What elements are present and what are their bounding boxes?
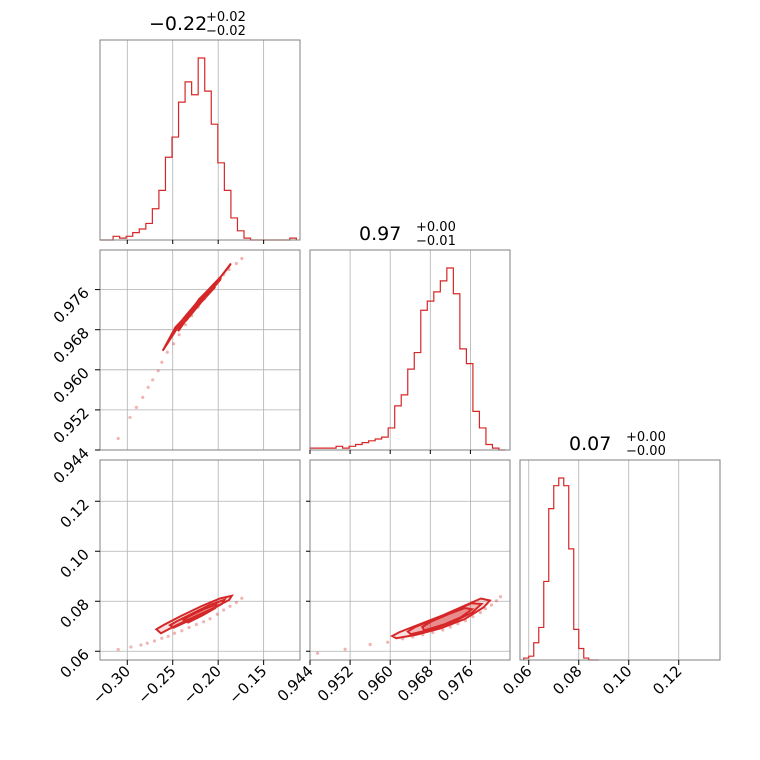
- x-tick-label: 0.12: [649, 662, 685, 698]
- axes-frame: [99, 249, 301, 451]
- sample-point: [202, 620, 206, 624]
- parameter-title-2: 0.07: [569, 433, 611, 455]
- sample-point: [240, 256, 244, 261]
- y-tick-label: 0.976: [50, 284, 93, 327]
- y-tick-label: 0.944: [50, 444, 93, 487]
- sample-point: [494, 599, 499, 603]
- histogram-step-line: [523, 477, 599, 661]
- title-upper-error-2: +0.00: [626, 430, 666, 445]
- y-tick-label: 0.10: [56, 545, 92, 581]
- sample-point: [498, 595, 503, 599]
- sample-point: [234, 600, 238, 605]
- sample-point: [441, 628, 445, 632]
- density-contour: [181, 602, 218, 624]
- sample-point: [151, 378, 155, 382]
- histogram-step-line: [309, 267, 506, 451]
- x-tick-label: 0.960: [354, 662, 397, 705]
- x-tick-label: 0.968: [394, 662, 437, 705]
- histogram-panel-0: [99, 39, 301, 241]
- sample-point: [222, 608, 226, 612]
- sample-point: [208, 617, 212, 621]
- sample-point: [483, 607, 488, 611]
- sample-point: [146, 385, 150, 389]
- title-lower-error-0: −0.02: [206, 24, 246, 39]
- sample-point: [172, 631, 177, 635]
- x-tick-label: −0.30: [89, 662, 134, 707]
- sample-point: [141, 395, 145, 399]
- sample-point: [183, 323, 188, 327]
- sample-point: [240, 596, 244, 600]
- sample-point: [315, 651, 320, 655]
- sample-point: [489, 603, 494, 607]
- sample-point: [228, 604, 232, 608]
- x-tick-label: 0.944: [274, 662, 317, 705]
- scatter-panel-1-2: [309, 459, 511, 661]
- sample-point: [187, 625, 191, 630]
- parameter-title-1: 0.97: [359, 223, 401, 245]
- x-tick-label: 0.06: [499, 662, 535, 698]
- sample-point: [160, 360, 164, 364]
- scatter-panel-0-1: [99, 249, 301, 451]
- histogram-panel-1: [309, 249, 511, 451]
- histogram-step-line: [100, 57, 297, 241]
- sample-point: [129, 645, 133, 649]
- sample-point: [134, 405, 138, 409]
- axes-frame: [309, 249, 511, 451]
- x-tick-label: 0.976: [434, 662, 477, 705]
- sample-point: [194, 622, 198, 627]
- density-contour: [420, 606, 475, 632]
- sample-point: [152, 639, 157, 643]
- sample-point: [165, 350, 169, 354]
- histogram-panel-2: [519, 459, 721, 661]
- sample-point: [172, 342, 176, 346]
- title-upper-error-1: +0.00: [416, 220, 456, 235]
- y-tick-label: 0.08: [56, 595, 92, 631]
- x-tick-label: 0.10: [599, 662, 635, 698]
- sample-point: [128, 415, 132, 420]
- y-tick-label: 0.12: [56, 495, 92, 531]
- axes-frame: [99, 39, 301, 241]
- y-tick-label: 0.06: [56, 645, 92, 681]
- sample-point: [177, 333, 181, 337]
- sample-point: [180, 629, 184, 633]
- sample-point: [166, 634, 170, 638]
- y-tick-label: 0.960: [50, 364, 93, 407]
- sample-point: [156, 369, 160, 373]
- sample-point: [215, 612, 219, 616]
- scatter-panel-0-2: [99, 459, 301, 661]
- sample-point: [234, 261, 238, 266]
- axes-frame: [309, 459, 511, 661]
- sample-point: [116, 647, 120, 652]
- sample-point: [368, 642, 372, 647]
- sample-point: [116, 436, 120, 441]
- x-tick-label: 0.952: [314, 662, 357, 705]
- title-lower-error-1: −0.01: [416, 234, 456, 249]
- axes-frame: [99, 459, 301, 661]
- sample-point: [448, 625, 452, 629]
- title-upper-error-0: +0.02: [206, 10, 246, 25]
- density-contour: [186, 284, 216, 322]
- sample-point: [139, 643, 143, 647]
- sample-point: [386, 640, 390, 644]
- sample-point: [431, 630, 435, 635]
- y-tick-label: 0.968: [50, 324, 93, 367]
- sample-point: [471, 615, 475, 619]
- title-lower-error-2: −0.00: [626, 444, 666, 459]
- axes-frame: [519, 459, 721, 661]
- x-tick-label: −0.20: [180, 662, 225, 707]
- sample-point: [478, 610, 483, 615]
- sample-point: [160, 636, 164, 640]
- parameter-title-0: −0.22: [149, 13, 207, 35]
- x-tick-label: 0.08: [549, 662, 585, 698]
- sample-point: [145, 641, 149, 645]
- sample-point: [343, 647, 347, 651]
- x-tick-label: −0.25: [134, 662, 179, 707]
- x-tick-label: −0.15: [225, 662, 270, 707]
- y-tick-label: 0.952: [50, 404, 93, 447]
